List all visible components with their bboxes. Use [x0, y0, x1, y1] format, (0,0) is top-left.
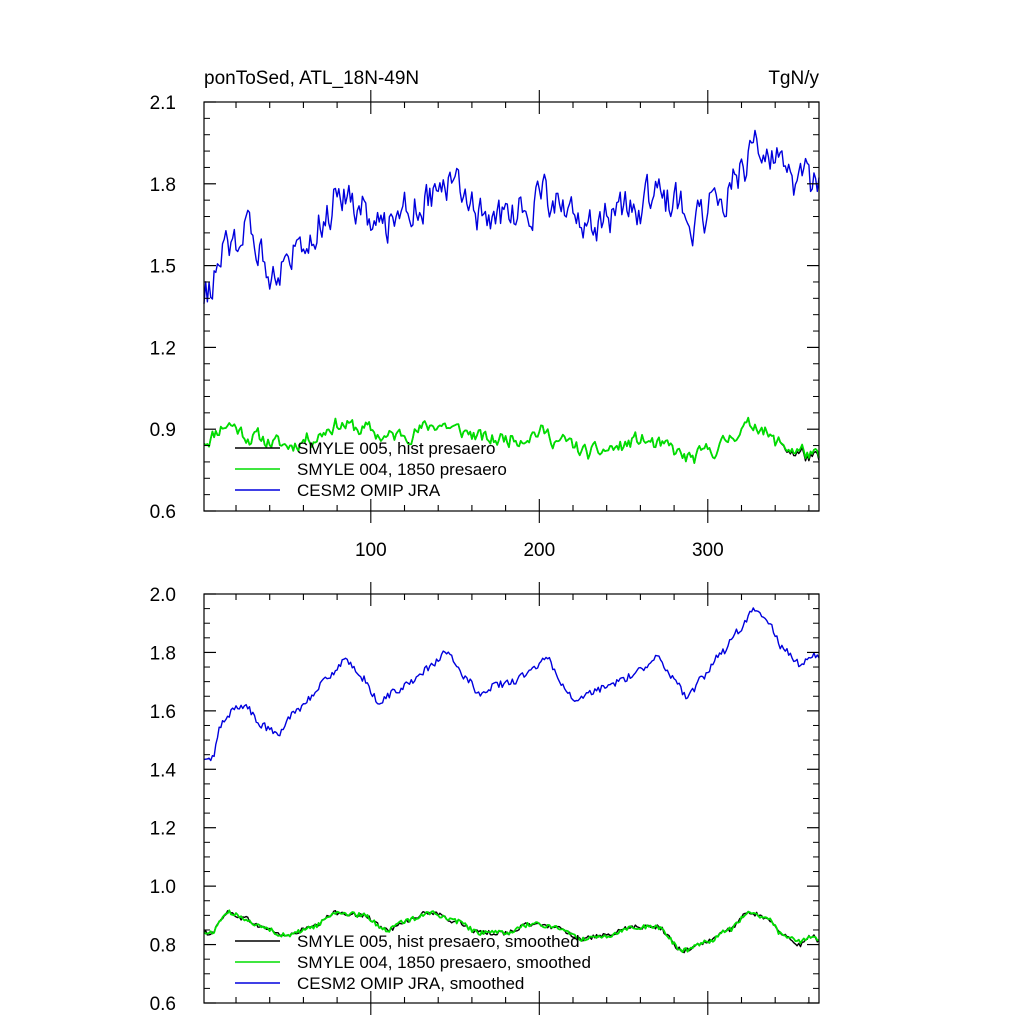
- legend-label: SMYLE 005, hist presaero: [297, 439, 495, 458]
- units-label: TgN/y: [768, 68, 819, 89]
- y-tick-label: 2.0: [150, 585, 176, 606]
- top-panel: ponToSed, ATL_18N-49N TgN/y 0.6 0.9 1.2 1.5…: [150, 68, 820, 561]
- bottom-panel: 0.6 0.8 1.0 1.2 1.4 1.6 1.8 2.0 SMYLE 005, hist…: [150, 582, 820, 1015]
- series-line-2: [203, 129, 820, 304]
- y-tick-label: 0.9: [150, 420, 176, 441]
- x-tick-label: 300: [692, 540, 724, 561]
- chart-title: ponToSed, ATL_18N-49N: [204, 68, 419, 89]
- y-tick-label: 1.5: [150, 257, 176, 278]
- y-tick-label: 1.8: [150, 175, 176, 196]
- y-tick-label: 1.6: [150, 702, 176, 723]
- series-line-2: [203, 607, 820, 762]
- plot-frame: [203, 101, 820, 512]
- y-tick-label: 1.2: [150, 819, 176, 840]
- series-line-1: [203, 416, 820, 464]
- y-tick-label: 1.4: [150, 760, 177, 781]
- legend: SMYLE 005, hist presaero, smoothed SMYLE …: [235, 932, 591, 993]
- series-line-1: [203, 909, 820, 954]
- series-layer: [203, 607, 820, 954]
- legend-label: SMYLE 005, hist presaero, smoothed: [297, 932, 580, 951]
- legend: SMYLE 005, hist presaero SMYLE 004, 1850 …: [235, 439, 507, 500]
- y-tick-label: 0.6: [150, 994, 176, 1015]
- y-tick-label: 0.8: [150, 936, 176, 957]
- y-tick-label: 1.0: [150, 877, 176, 898]
- legend-label: CESM2 OMIP JRA, smoothed: [297, 974, 524, 993]
- y-tick-label: 1.2: [150, 338, 176, 359]
- axis-layer: 0.6 0.9 1.2 1.5 1.8 2.1 100 200 300: [150, 90, 819, 561]
- axis-layer: 0.6 0.8 1.0 1.2 1.4 1.6 1.8 2.0: [150, 582, 819, 1015]
- y-tick-label: 0.6: [150, 502, 176, 523]
- series-layer: [203, 129, 820, 464]
- y-tick-label: 1.8: [150, 643, 176, 664]
- legend-label: CESM2 OMIP JRA: [297, 481, 441, 500]
- x-tick-label: 100: [355, 540, 387, 561]
- legend-label: SMYLE 004, 1850 presaero, smoothed: [297, 953, 591, 972]
- x-tick-label: 200: [523, 540, 555, 561]
- y-tick-label: 2.1: [150, 93, 176, 114]
- legend-label: SMYLE 004, 1850 presaero: [297, 460, 507, 479]
